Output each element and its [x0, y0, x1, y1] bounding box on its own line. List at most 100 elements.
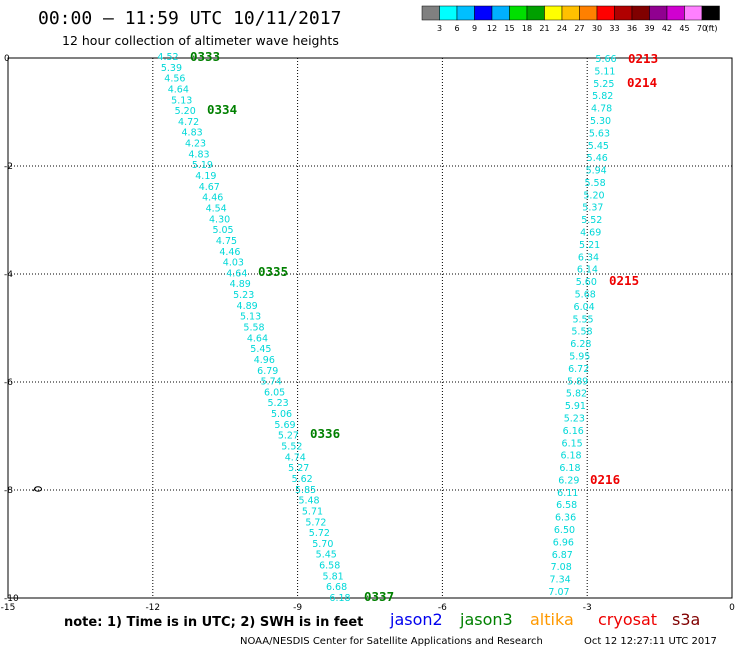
satellite-jason2: jason2	[389, 610, 443, 629]
pass-labels: 0333 0334 0335 0336 0337 0213 0214 0215 0216	[190, 49, 658, 604]
swh-value: 6.50	[554, 525, 575, 536]
map-frame	[7, 57, 733, 599]
swh-value: 4.67	[199, 182, 220, 193]
altimeter-tracks: 4.525.394.564.645.135.204.724.834.234.83…	[157, 52, 616, 604]
swh-value: 6.68	[326, 582, 347, 593]
swh-value: 5.52	[581, 215, 602, 226]
swh-value: 5.23	[268, 398, 289, 409]
legend-swatch	[456, 5, 475, 21]
swh-value: 5.46	[587, 153, 608, 164]
legend-label: 3	[437, 24, 442, 33]
swh-value: 5.94	[586, 166, 607, 177]
swh-value: 5.19	[192, 160, 213, 171]
legend-label: 21	[539, 24, 549, 33]
swh-value: 5.70	[312, 539, 333, 550]
legend-swatch	[544, 5, 563, 21]
swh-value: 5.20	[583, 190, 604, 201]
swh-value: 5.45	[316, 550, 337, 561]
swh-value: 7.07	[548, 587, 569, 598]
legend-label: 45	[679, 24, 689, 33]
swh-value: 5.91	[565, 401, 586, 412]
swh-value: 5.27	[288, 463, 309, 474]
swh-value: 4.89	[237, 301, 258, 312]
swh-value: 6.87	[552, 550, 573, 561]
legend-swatch	[649, 5, 668, 21]
legend-label: 33	[609, 24, 619, 33]
satellite-s3a: s3a	[672, 610, 700, 629]
swh-value: 5.74	[261, 377, 282, 388]
swh-value: 6.79	[257, 366, 278, 377]
legend-swatch	[614, 5, 633, 21]
legend-swatch	[509, 5, 528, 21]
swh-value: 5.37	[582, 203, 603, 214]
swh-value: 5.13	[171, 95, 192, 106]
pass-label-0333: 0333	[190, 49, 220, 64]
swh-value: 4.03	[223, 258, 244, 269]
swh-value: 6.18	[559, 463, 580, 474]
x-tick-label: 0	[729, 603, 735, 613]
swh-value: 4.19	[195, 171, 216, 182]
swh-value: 6.16	[563, 426, 584, 437]
swh-value: 5.52	[281, 442, 302, 453]
legend-swatch	[666, 5, 685, 21]
legend-label: 30	[592, 24, 602, 33]
map-subtitle: 12 hour collection of altimeter wave hei…	[62, 33, 339, 48]
swh-value: 6.05	[264, 387, 285, 398]
swh-value: 6.18	[560, 451, 581, 462]
y-tick-label: -2	[4, 162, 13, 172]
legend-label: 27	[574, 24, 584, 33]
swh-value: 4.83	[188, 149, 209, 160]
legend-swatch	[631, 5, 650, 21]
swh-value: 4.78	[591, 104, 612, 115]
swh-value: 5.95	[569, 351, 590, 362]
swh-value: 4.46	[219, 247, 240, 258]
satellite-altika: altika	[530, 610, 574, 629]
swh-value: 5.58	[243, 323, 264, 334]
legend-swatch	[421, 5, 440, 21]
swh-value: 5.81	[323, 571, 344, 582]
x-tick-label: -9	[293, 603, 302, 613]
legend-swatch	[491, 5, 510, 21]
legend-label: 15	[504, 24, 514, 33]
swh-value: 5.45	[588, 141, 609, 152]
swh-value: 4.74	[285, 452, 306, 463]
satellite-cryosat: cryosat	[598, 610, 657, 629]
swh-value: 7.08	[551, 562, 572, 573]
footer-note: note: 1) Time is in UTC; 2) SWH is in fe…	[64, 615, 363, 630]
x-tick-label: -12	[145, 603, 160, 613]
y-tick-label: -6	[4, 378, 13, 388]
swh-value: 4.64	[247, 333, 268, 344]
swh-value: 5.06	[271, 409, 292, 420]
swh-value: 6.58	[556, 500, 577, 511]
legend-swatch	[526, 5, 545, 21]
swh-value: 6.28	[570, 339, 591, 350]
swh-value: 5.13	[240, 312, 261, 323]
swh-value: 4.72	[178, 117, 199, 128]
swh-value: 4.56	[164, 74, 185, 85]
swh-value: 6.14	[577, 265, 598, 276]
satellite-jason3: jason3	[459, 610, 513, 629]
pass-label-0213: 0213	[628, 51, 658, 66]
swh-value: 6.36	[555, 513, 576, 524]
swh-value: 5.48	[298, 496, 319, 507]
swh-value: 5.25	[593, 79, 614, 90]
legend-swatch	[579, 5, 598, 21]
swh-value: 6.72	[568, 364, 589, 375]
legend-swatch	[701, 5, 720, 21]
swh-value: 5.21	[579, 240, 600, 251]
legend-label: 18	[522, 24, 532, 33]
swell-glyph	[32, 486, 42, 492]
swh-value: 5.68	[575, 290, 596, 301]
swh-value: 5.27	[278, 431, 299, 442]
swh-value: 5.23	[233, 290, 254, 301]
swh-value: 6.29	[558, 475, 579, 486]
pass-label-0334: 0334	[207, 102, 237, 117]
swh-value: 5.39	[161, 63, 182, 74]
legend-label: 24	[557, 24, 567, 33]
legend-label: (ft)	[705, 24, 717, 33]
x-tick-label: -15	[1, 603, 16, 613]
swh-value: 5.11	[594, 66, 615, 77]
legend-label: 12	[487, 24, 497, 33]
axis-ticks: -15 -12 -9 -6 -3 0 0 -2 -4 -6 -8 -10	[1, 54, 735, 613]
